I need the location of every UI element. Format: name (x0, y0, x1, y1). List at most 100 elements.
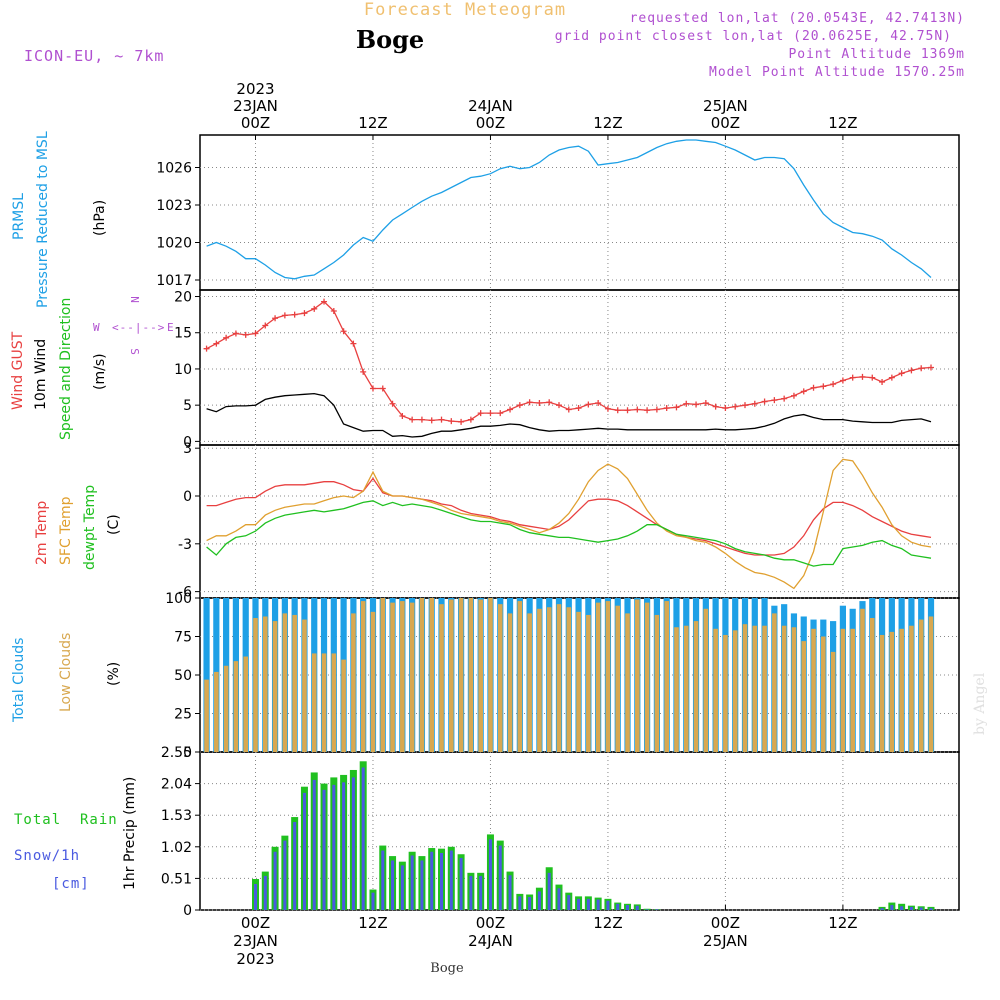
requested-coords: requested lon,lat (20.0543E, 42.7413N) (630, 11, 965, 26)
temp-unit: (C) (106, 514, 122, 535)
pressure-ytick-label: 1026 (156, 161, 192, 177)
wind-gust-marker (516, 402, 523, 409)
precip-ytick-label: 1.53 (161, 808, 192, 824)
wind-gust-marker (800, 388, 807, 395)
wind-gust-marker (693, 401, 700, 408)
pressure-label-1: PRMSL (11, 193, 27, 240)
bottom-time-label: 2023 (236, 950, 274, 968)
low-clouds-bar (644, 602, 650, 752)
wind-gust-marker (526, 399, 533, 406)
wind-gust-marker (536, 399, 543, 406)
precip-rain-bar (322, 789, 326, 910)
compass-east: E (167, 321, 175, 334)
compass-north: N (128, 296, 141, 304)
wind-gust-marker (644, 407, 651, 414)
clouds-ytick-label: 75 (174, 630, 192, 646)
low-clouds-bar (566, 607, 572, 752)
wind-gust-marker (614, 407, 621, 414)
precip-rain-bar (332, 784, 336, 910)
credit-watermark: by Angel (972, 672, 988, 735)
wind-frame (199, 289, 960, 446)
precip-rain-bar (342, 782, 346, 910)
wind-gust-marker (232, 330, 239, 337)
wind-gust-marker (272, 315, 279, 322)
low-clouds-bar (409, 602, 415, 752)
low-clouds-bar (478, 599, 483, 752)
precip-rain-bar (283, 840, 287, 910)
wind-gust-marker (546, 399, 553, 406)
temperature-frame (199, 444, 960, 599)
precip-rain-bar (273, 851, 277, 910)
precip-rain-bar (391, 860, 395, 910)
wind-gust-marker (653, 406, 660, 413)
wind-gust-marker (781, 395, 788, 402)
precip-rain-bar (919, 907, 923, 910)
temperature-ytick-label: 3 (183, 441, 192, 457)
low-clouds-bar (742, 624, 748, 752)
low-clouds-bar (654, 614, 660, 752)
pressure-frame (199, 134, 960, 291)
wind-gust-marker (350, 340, 357, 347)
low-clouds-bar (272, 621, 278, 752)
low-clouds-bar (821, 636, 826, 752)
bottom-time-label: 12Z (358, 914, 387, 932)
wind-gust-marker (918, 365, 925, 372)
wind-gust-marker (555, 402, 562, 409)
wind-gust-marker (428, 417, 435, 424)
top-time-label: 00Z (476, 114, 505, 132)
wind-gust-marker (761, 398, 768, 405)
clouds-ytick-label: 0 (183, 745, 192, 761)
wind-gust-marker (751, 400, 758, 407)
precip-rain-bar (254, 883, 257, 910)
precip-rain-bar (293, 822, 297, 910)
low-clouds-bar (586, 614, 591, 752)
wind-gust-marker (575, 405, 582, 412)
low-clouds-bar (752, 625, 758, 752)
wind-gust-marker (467, 416, 474, 423)
wind-gust-marker (487, 410, 494, 417)
wind-gust-marker (330, 308, 337, 315)
wind-gust-marker (458, 418, 465, 425)
wind-gust-marker (585, 401, 592, 408)
low-clouds-bar (311, 653, 317, 752)
precip-rain-bar (909, 906, 913, 910)
precip-ytick-label: 2.04 (161, 777, 192, 793)
low-clouds-bar (860, 608, 865, 752)
temp-dewpt-line (206, 500, 932, 567)
precip-rain-bar (381, 850, 385, 910)
wind-gust-marker (879, 378, 886, 385)
wind-gust-marker (262, 322, 269, 329)
low-clouds-bar (321, 653, 327, 752)
low-clouds-bar (879, 634, 885, 752)
wind-gust-marker (683, 400, 690, 407)
precip-total-label: Total (14, 812, 61, 828)
wind-gust-marker (448, 418, 455, 425)
top-time-label: 2023 (236, 80, 274, 98)
wind-gust-marker (203, 345, 210, 352)
wind-ytick-label: 15 (174, 326, 192, 342)
wind-gust-marker (369, 385, 376, 392)
precip-rain-bar (645, 909, 649, 910)
wind-unit: (m/s) (92, 353, 108, 390)
precip-rain-bar (880, 908, 884, 910)
low-clouds-bar (605, 601, 611, 752)
clouds-unit: (%) (106, 662, 122, 686)
total-clouds-label: Total Clouds (11, 638, 27, 723)
temperature-ytick-label: -3 (178, 537, 192, 553)
precip-rain-bar (302, 792, 306, 910)
compass-south: S (128, 348, 141, 356)
low-clouds-bar (546, 607, 552, 752)
low-clouds-bar (302, 619, 307, 752)
precip-rain-bar (557, 888, 561, 910)
precip-rain-bar (596, 899, 600, 910)
low-clouds-bar (713, 628, 718, 752)
wind-gust-marker (673, 404, 680, 411)
low-clouds-bar (664, 601, 669, 752)
low-clouds-bar (556, 604, 562, 752)
low-clouds-bar (674, 627, 679, 752)
low-clouds-bar (292, 614, 297, 752)
pressure-ytick-label: 1023 (156, 198, 192, 214)
wind-gust-marker (291, 311, 298, 318)
wind-gust-marker (223, 334, 230, 341)
